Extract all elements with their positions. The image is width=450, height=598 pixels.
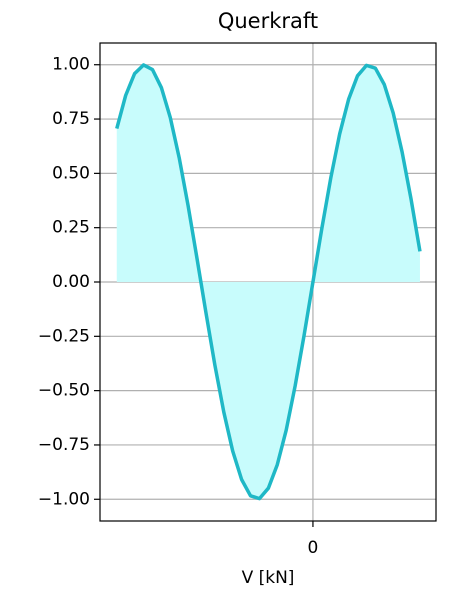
chart-title: Querkraft xyxy=(218,9,318,33)
x-axis-label: V [kN] xyxy=(242,568,295,588)
y-tick-label: 1.00 xyxy=(52,55,90,75)
y-tick-label: 0.75 xyxy=(52,109,90,129)
area-fill xyxy=(116,64,420,499)
x-tick-label: 0 xyxy=(308,538,319,558)
y-tick-label: −0.50 xyxy=(38,381,90,401)
line xyxy=(115,63,422,501)
y-tick-label: −1.00 xyxy=(38,489,90,509)
y-tick-label: −0.25 xyxy=(38,326,90,346)
y-tick-label: 0.25 xyxy=(52,218,90,238)
y-tick-label: −0.75 xyxy=(38,435,90,455)
axes-frame xyxy=(99,42,437,522)
y-tick-label: 0.50 xyxy=(52,163,90,183)
y-tick-label: 0.00 xyxy=(52,272,90,292)
